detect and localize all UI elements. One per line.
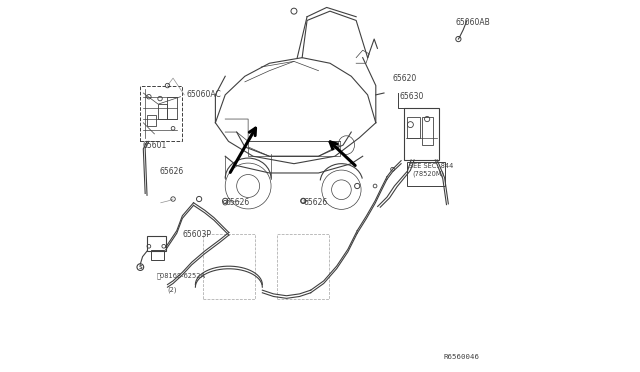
Text: Ⓝ08168-6252A: Ⓝ08168-6252A	[156, 272, 205, 279]
Text: 65060AB: 65060AB	[456, 18, 490, 27]
Text: 65620: 65620	[392, 74, 417, 83]
Text: 65626: 65626	[159, 167, 184, 176]
Text: 65626: 65626	[225, 198, 250, 207]
Bar	[147, 236, 166, 251]
Bar	[248, 141, 340, 156]
Text: 65603P: 65603P	[182, 230, 211, 239]
Bar	[203, 234, 255, 299]
Bar	[151, 250, 164, 260]
Text: (78520M): (78520M)	[412, 170, 444, 177]
Bar	[147, 115, 156, 126]
Bar	[140, 86, 182, 141]
Bar	[168, 97, 177, 119]
Text: 65060AC: 65060AC	[186, 90, 221, 99]
Text: S: S	[138, 264, 142, 270]
Bar	[422, 117, 433, 145]
Text: R6560046: R6560046	[444, 354, 479, 360]
Text: 65630: 65630	[400, 92, 424, 101]
Text: 65601: 65601	[142, 141, 166, 150]
Text: (2): (2)	[168, 287, 177, 294]
Bar	[277, 234, 330, 299]
Bar	[158, 104, 168, 119]
Bar	[408, 162, 445, 186]
Bar	[404, 108, 439, 160]
Text: 65626: 65626	[303, 198, 328, 207]
Text: SEE SEC. 844: SEE SEC. 844	[410, 163, 454, 169]
Bar	[406, 117, 420, 138]
